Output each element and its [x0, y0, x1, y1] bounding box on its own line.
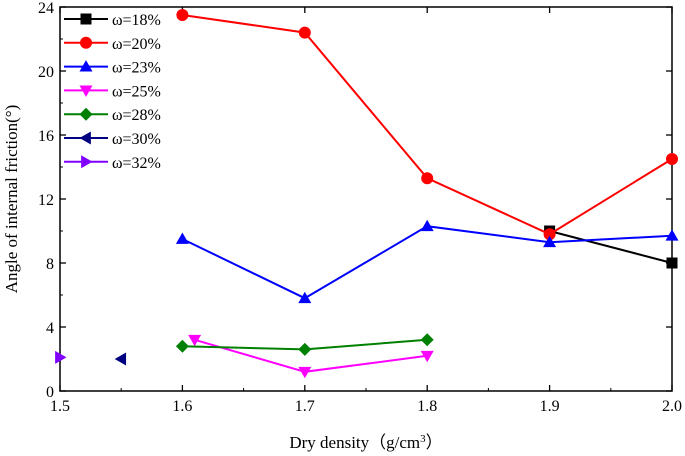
series-3 — [188, 334, 434, 379]
data-point — [421, 172, 434, 185]
x-axis-title-end: ） — [426, 433, 443, 452]
legend-label: ω=25% — [112, 83, 161, 100]
y-tick-label: 20 — [38, 64, 54, 81]
series-1 — [176, 9, 678, 241]
y-tick-label: 12 — [38, 192, 54, 209]
x-tick-label: 1.7 — [295, 398, 315, 415]
x-axis-title-main: Dry density（g/cm — [289, 433, 420, 452]
legend-label: ω=23% — [112, 60, 161, 77]
legend-marker — [79, 107, 93, 121]
data-point — [55, 350, 67, 364]
x-tick-label: 1.9 — [540, 398, 560, 415]
data-point — [298, 291, 312, 304]
x-axis-title: Dry density（g/cm3） — [289, 433, 442, 452]
data-point — [666, 257, 678, 269]
legend-marker — [79, 85, 93, 97]
x-tick-label: 1.5 — [50, 398, 70, 415]
series-2 — [175, 219, 679, 304]
legend-label: ω=30% — [112, 131, 161, 148]
data-point — [175, 339, 189, 353]
series-line — [182, 14, 673, 236]
legend-marker — [79, 60, 93, 72]
legend-item: ω=23% — [64, 60, 161, 77]
legend-marker — [80, 36, 92, 49]
x-tick-label: 1.8 — [417, 398, 437, 415]
series-5 — [114, 352, 127, 366]
data-point — [176, 9, 189, 21]
data-point — [175, 232, 189, 244]
y-tick-label: 8 — [46, 256, 54, 273]
x-tick-label: 1.6 — [172, 398, 192, 415]
data-point — [298, 366, 312, 379]
legend-marker — [81, 155, 93, 169]
data-point — [298, 26, 311, 39]
series-4 — [175, 333, 434, 356]
legend-item: ω=32% — [64, 155, 161, 172]
legend-item: ω=20% — [64, 36, 161, 53]
legend-label: ω=18% — [112, 12, 161, 29]
legend-item: ω=18% — [64, 12, 161, 29]
axes: 1.5 1.6 1.7 1.8 1.9 2.0 0 4 8 12 16 20 24 — [38, 0, 682, 415]
series-layer — [55, 9, 679, 379]
legend-label: ω=32% — [112, 155, 161, 172]
data-point — [420, 219, 434, 232]
data-point — [543, 228, 556, 241]
legend-marker — [79, 131, 91, 145]
series-line — [549, 230, 673, 264]
data-point — [420, 333, 434, 347]
legend: ω=18% ω=20% ω=23% ω=25% ω=28% ω=30% ω=32% — [64, 12, 161, 172]
data-point — [420, 350, 434, 363]
series-6 — [55, 350, 67, 364]
data-point — [188, 334, 202, 347]
data-point — [666, 153, 678, 165]
series-line — [181, 225, 673, 300]
legend-item: ω=30% — [64, 131, 161, 148]
data-point — [665, 229, 679, 241]
legend-label: ω=20% — [112, 36, 161, 53]
data-point — [543, 235, 557, 248]
y-tick-label: 16 — [38, 128, 54, 145]
data-point — [298, 342, 312, 356]
series-0 — [544, 225, 678, 269]
x-axis-title-superscript: 3 — [420, 433, 426, 445]
y-tick-label: 0 — [46, 384, 54, 401]
legend-item: ω=28% — [64, 107, 161, 124]
legend-item: ω=25% — [64, 83, 161, 100]
y-tick-label: 24 — [38, 0, 54, 17]
y-axis-title: Angle of internal friction(°) — [2, 105, 21, 294]
y-tick-label: 4 — [46, 320, 54, 337]
data-point — [114, 352, 127, 366]
x-tick-label: 2.0 — [662, 398, 682, 415]
legend-label: ω=28% — [112, 107, 161, 124]
legend-marker — [80, 13, 92, 25]
